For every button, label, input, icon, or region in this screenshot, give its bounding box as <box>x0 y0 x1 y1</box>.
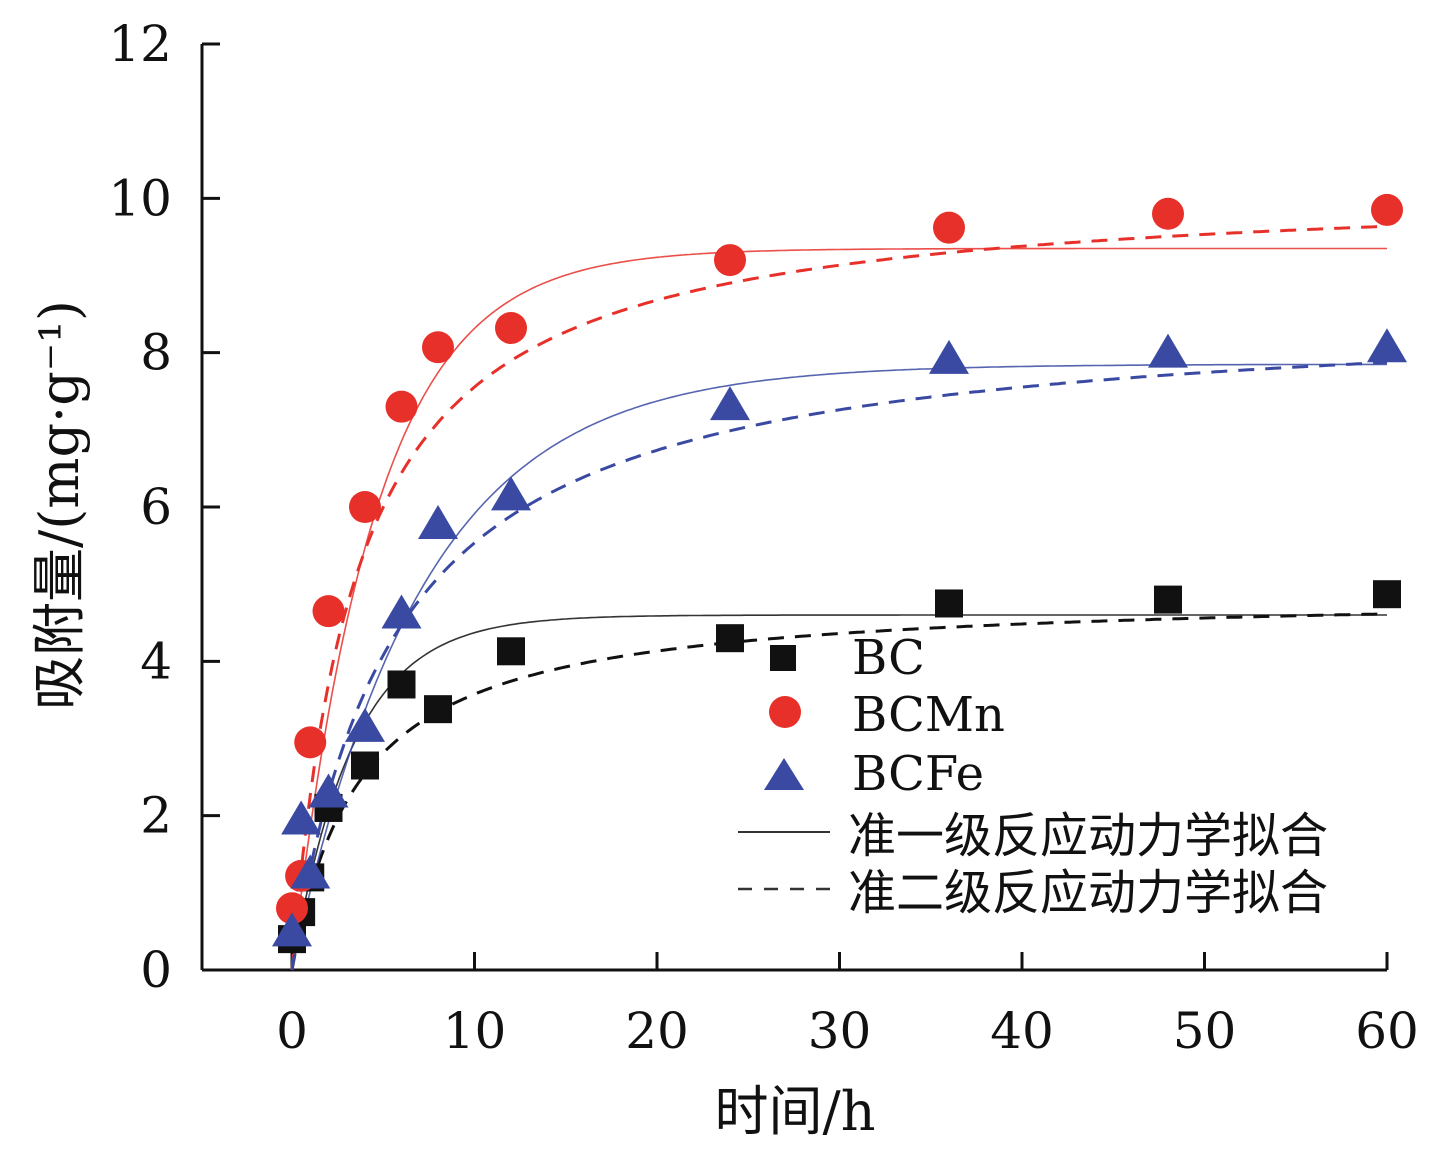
x-tick-label: 10 <box>443 1002 507 1060</box>
y-tick-label: 6 <box>140 478 172 536</box>
data-point-bc <box>935 589 963 618</box>
data-point-bcmn <box>933 211 965 244</box>
data-point-bc <box>1373 580 1401 609</box>
data-point-bcmn <box>495 311 527 344</box>
data-point-bcfe <box>1148 333 1188 368</box>
pso-fit-line-bcfe <box>290 360 1388 971</box>
data-point-bcmn <box>349 491 381 523</box>
data-point-bc <box>351 751 379 780</box>
data-point-bcmn <box>294 726 327 759</box>
x-tick-label: 40 <box>990 1002 1054 1060</box>
y-tick-label: 0 <box>140 941 172 999</box>
legend-label-bc: BC <box>852 630 925 686</box>
x-tick-label: 20 <box>625 1002 689 1060</box>
data-point-bc <box>424 695 452 724</box>
axis-ticks: 0 2 4 6 8 10 12 0 10 20 30 40 50 60 <box>108 15 1418 1060</box>
y-tick-label: 12 <box>108 15 172 73</box>
data-point-bcfe <box>710 386 750 421</box>
data-point-bcfe <box>281 800 322 835</box>
x-tick-label: 60 <box>1355 1002 1419 1060</box>
legend: BC BCMn BCFe 准一级反应动力学拟合 准二级反应动力学拟合 <box>738 630 1328 921</box>
legend-marker-bc <box>770 645 796 671</box>
legend-label-pso: 准二级反应动力学拟合 <box>848 865 1328 921</box>
data-point-bcmn <box>422 331 454 364</box>
data-point-bc <box>1154 585 1182 614</box>
data-point-bcfe <box>381 594 422 629</box>
data-point-bcmn <box>312 595 345 628</box>
y-tick-label: 8 <box>140 324 172 382</box>
x-tick-label: 50 <box>1173 1002 1237 1060</box>
data-point-bcfe <box>345 707 385 742</box>
pso-fit-line-bcmn <box>290 224 1388 971</box>
data-markers <box>272 193 1407 954</box>
data-point-bc <box>497 637 525 666</box>
y-tick-label: 2 <box>140 787 172 845</box>
data-point-bcmn <box>1152 197 1184 230</box>
data-point-bcfe <box>290 854 331 889</box>
legend-marker-bcmn <box>769 696 801 728</box>
data-point-bcmn <box>1371 193 1403 226</box>
legend-label-pfo: 准一级反应动力学拟合 <box>848 808 1328 864</box>
data-point-bcfe <box>418 504 458 539</box>
x-tick-label: 30 <box>808 1002 872 1060</box>
data-point-bcfe <box>308 773 349 808</box>
y-tick-label: 4 <box>140 632 172 690</box>
pfo-fit-line-bcfe <box>291 363 1387 971</box>
data-point-bcfe <box>929 339 969 374</box>
pfo-fit-line-bc <box>291 614 1387 971</box>
data-point-bc <box>716 624 744 653</box>
legend-label-bcmn: BCMn <box>852 687 1005 743</box>
data-point-bc <box>387 670 416 699</box>
x-tick-label: 0 <box>276 1002 308 1060</box>
pso-fit-line-bc <box>290 612 1388 971</box>
y-axis-title: 吸附量/(mg·g⁻¹) <box>28 300 91 710</box>
legend-label-bcfe: BCFe <box>852 746 984 802</box>
data-point-bcfe <box>272 912 312 947</box>
data-point-bcfe <box>1367 328 1407 363</box>
data-point-bcmn <box>385 390 418 423</box>
data-point-bcfe <box>491 476 531 511</box>
x-axis-title: 时间/h <box>715 1080 876 1143</box>
data-point-bcmn <box>276 892 308 925</box>
fit-curves <box>290 224 1388 971</box>
y-tick-label: 10 <box>108 169 172 227</box>
legend-marker-bcfe <box>764 758 804 790</box>
data-point-bcmn <box>714 244 746 277</box>
pfo-fit-line-bcmn <box>291 247 1387 971</box>
